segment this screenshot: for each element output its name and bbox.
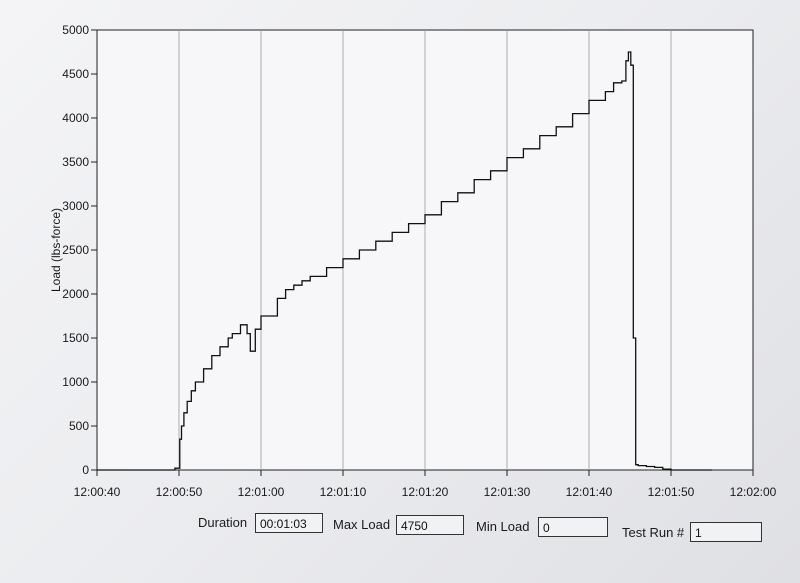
max-load-label: Max Load [333,517,391,532]
y-tick-label: 1500 [62,331,89,345]
x-tick-label: 12:00:40 [74,485,121,499]
y-tick-label: 2000 [62,287,89,301]
tick-labels: 12:00:40 12:00:50 12:01:00 12:01:10 12:01:20… [62,23,776,499]
y-tick-label: 500 [69,419,89,433]
duration-label: Duration [198,515,248,530]
x-tick-label: 12:02:00 [730,485,777,499]
y-tick-label: 4500 [62,67,89,81]
duration-field: 00:01:03 [255,513,323,533]
test-run-label: Test Run # [622,525,685,540]
x-tick-label: 12:00:50 [156,485,203,499]
x-tick-label: 12:01:50 [648,485,695,499]
x-tick-label: 12:01:30 [484,485,531,499]
max-load-field: 4750 [396,515,464,535]
y-tick-label: 2500 [62,243,89,257]
min-load-label: Min Load [476,519,530,534]
test-run-field: 1 [690,522,762,542]
x-tick-label: 12:01:00 [238,485,285,499]
y-tick-label: 4000 [62,111,89,125]
load-series-line [97,51,712,471]
min-load-field: 0 [538,517,608,537]
grid-lines [178,30,672,470]
axis-ticks [91,29,754,476]
y-tick-label: 0 [82,463,89,477]
y-axis-title: Load (lbs-force) [49,208,63,292]
y-tick-label: 3500 [62,155,89,169]
y-tick-label: 3000 [62,199,89,213]
x-tick-label: 12:01:20 [402,485,449,499]
x-tick-label: 12:01:10 [320,485,367,499]
x-tick-label: 12:01:40 [566,485,613,499]
y-tick-label: 5000 [62,23,89,37]
y-tick-label: 1000 [62,375,89,389]
